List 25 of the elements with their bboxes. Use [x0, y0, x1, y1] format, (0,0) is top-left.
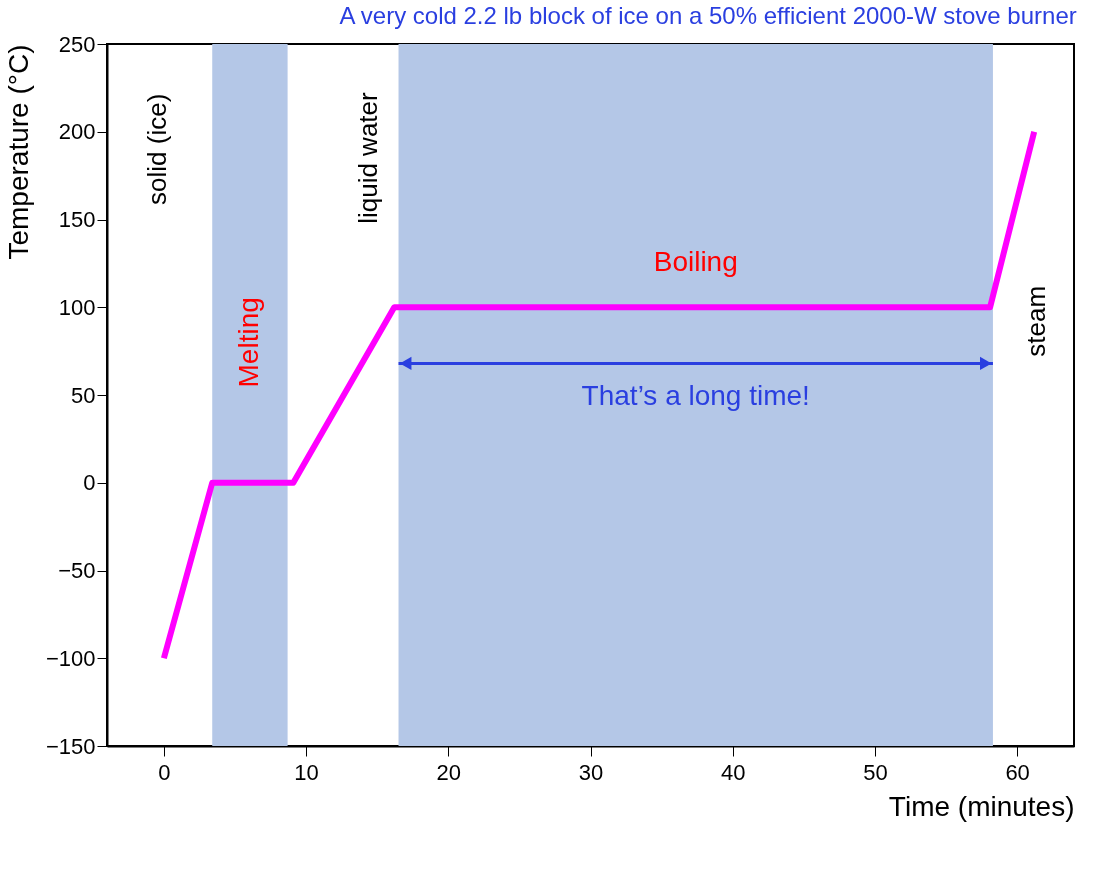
annotation: liquid water: [352, 91, 383, 224]
y-tick-label: 100: [58, 294, 96, 320]
x-tick-label: 60: [1005, 759, 1030, 785]
x-tick-label: 20: [436, 759, 462, 785]
chart-title: A very cold 2.2 lb block of ice on a 50% efficient 2000-W stove burner: [339, 2, 1077, 29]
band-label: Melting: [232, 297, 264, 388]
y-tick-label: 150: [58, 207, 96, 232]
x-axis-title: Time (minutes): [888, 790, 1075, 822]
x-tick-label: 40: [720, 759, 746, 785]
annotation: That’s a long time!: [581, 380, 810, 412]
x-tick-label: 30: [578, 759, 604, 785]
y-axis-title: Temperature (°C): [2, 44, 34, 260]
band-label: Boiling: [653, 246, 738, 278]
y-tick-label: 50: [71, 382, 96, 408]
y-tick-label: 200: [58, 119, 96, 145]
x-tick-label: 0: [158, 759, 171, 785]
y-tick-label: −150: [45, 733, 96, 759]
annotation: solid (ice): [142, 93, 173, 205]
y-tick-label: −100: [45, 645, 96, 671]
annotation: steam: [1021, 285, 1052, 357]
x-tick-label: 10: [294, 759, 319, 785]
y-tick-label: 250: [58, 31, 96, 57]
x-tick-label: 50: [863, 759, 888, 785]
y-tick-label: 0: [83, 470, 96, 496]
y-tick-label: −50: [58, 558, 96, 583]
